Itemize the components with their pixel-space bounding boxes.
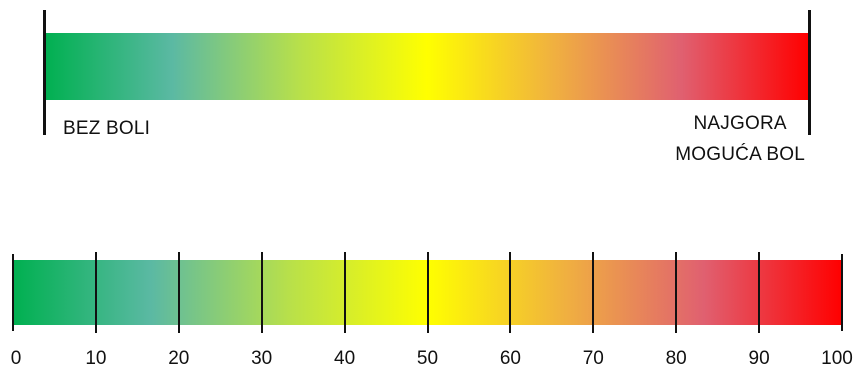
vas-label-no-pain: BEZ BOLI	[63, 118, 151, 139]
numeric-rating-scale: 0 10 20 30 40 50 60 70 80 90 100	[0, 240, 859, 374]
nrs-tick-40	[343, 252, 346, 333]
nrs-tick-0	[12, 254, 14, 331]
nrs-tick-label-60: 60	[499, 348, 521, 369]
nrs-tick-20	[177, 252, 180, 333]
vas-gradient-bar	[45, 33, 809, 100]
nrs-tick-label-50: 50	[416, 348, 439, 369]
nrs-tick-label-10: 10	[85, 348, 107, 369]
nrs-tick-100	[841, 254, 843, 331]
nrs-tick-label-80: 80	[665, 348, 687, 369]
vas-label-worst-pain-line2: MOGUĆA BOL	[675, 144, 805, 165]
nrs-tick-label-0: 0	[10, 348, 22, 369]
vas-right-end-line	[808, 10, 811, 135]
nrs-tick-90	[758, 252, 761, 333]
nrs-tick-30	[260, 252, 263, 333]
vas-left-end-line	[43, 10, 46, 135]
nrs-tick-10	[94, 252, 97, 333]
nrs-tick-70	[592, 252, 595, 333]
nrs-tick-label-30: 30	[251, 348, 273, 369]
nrs-tick-label-40: 40	[334, 348, 356, 369]
nrs-tick-label-100: 100	[821, 348, 853, 369]
vas-label-worst-pain-line1: NAJGORA	[693, 113, 787, 134]
nrs-tick-label-70: 70	[582, 348, 604, 369]
nrs-tick-label-90: 90	[748, 348, 770, 369]
visual-analog-scale: BEZ BOLI NAJGORA MOGUĆA BOL	[0, 0, 859, 185]
nrs-tick-label-20: 20	[168, 348, 190, 369]
nrs-tick-60	[509, 252, 512, 333]
nrs-ticks: 0 10 20 30 40 50 60 70 80 90 100	[0, 240, 859, 374]
nrs-tick-80	[675, 252, 678, 333]
vas-label-worst-pain: NAJGORA MOGUĆA BOL	[675, 108, 805, 170]
nrs-tick-50	[426, 252, 429, 333]
